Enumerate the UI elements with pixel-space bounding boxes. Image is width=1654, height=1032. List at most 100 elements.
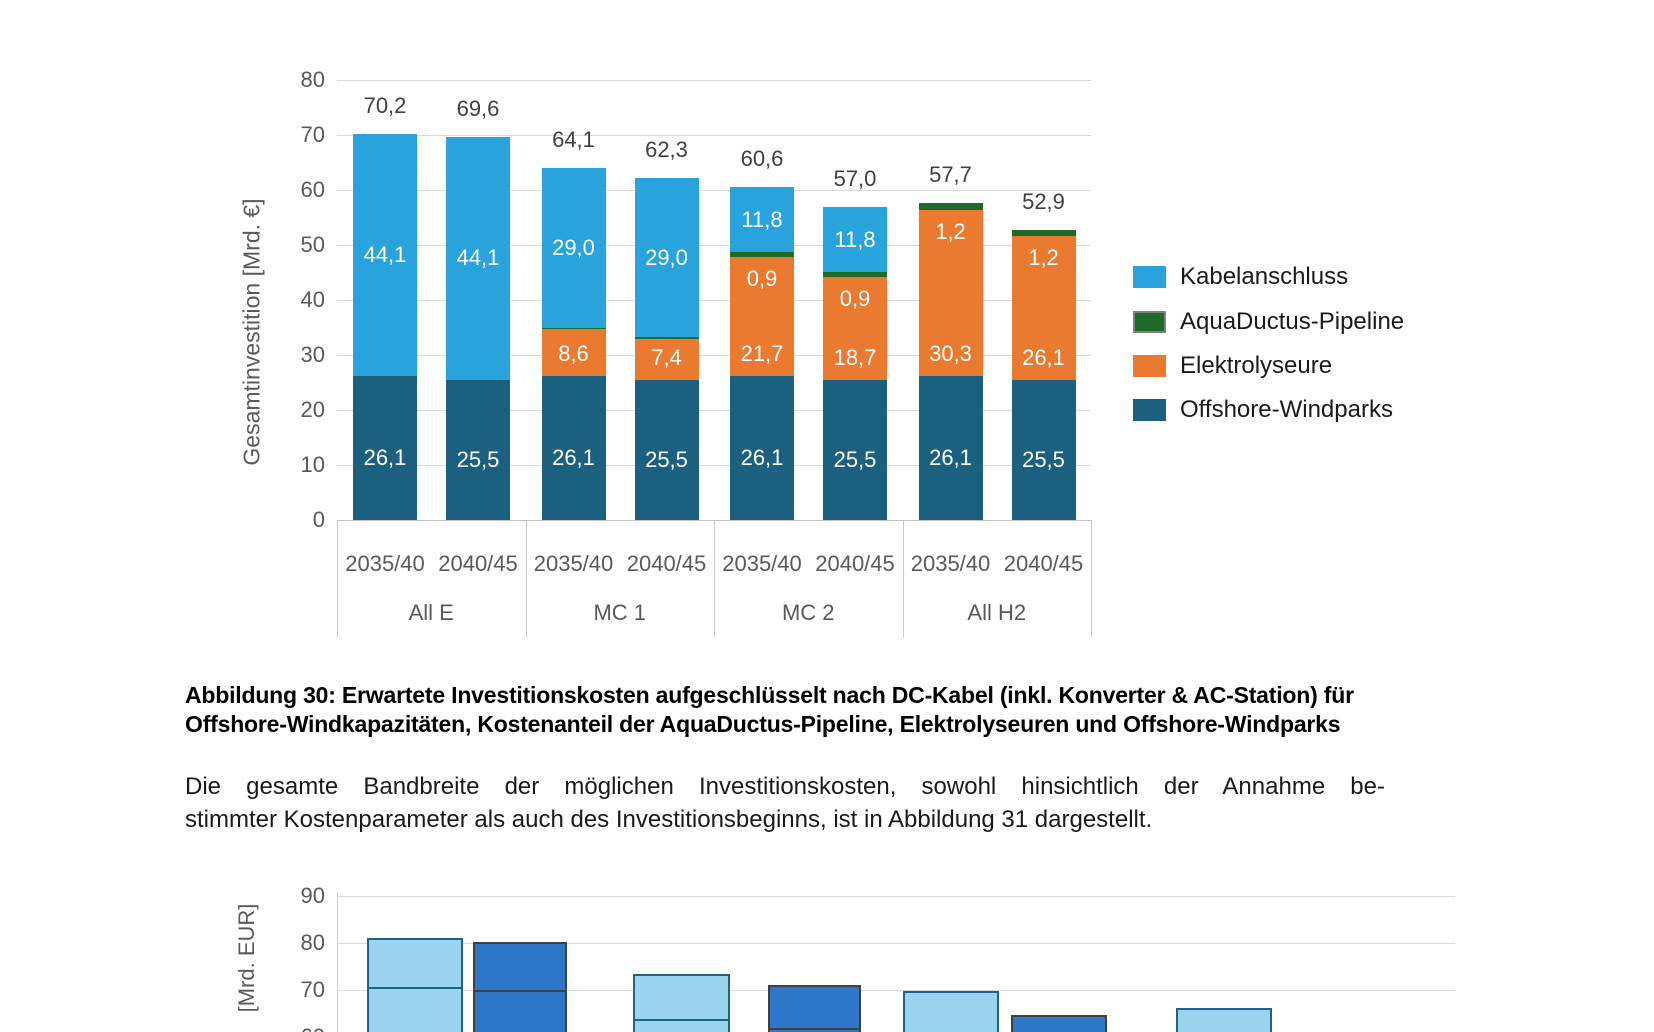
- gridline: [337, 245, 1091, 246]
- bar-segment-kabelanschluss: [634, 177, 699, 338]
- bar-segment-kabelanschluss: [353, 133, 417, 377]
- y-tick-label: 50: [300, 232, 325, 257]
- group-separator: [902, 520, 904, 637]
- bar-segment-kabelanschluss: [541, 168, 606, 328]
- x-tick-label: 2040/45: [815, 551, 895, 576]
- gridline: [337, 190, 1091, 191]
- y-tick-label: 30: [300, 342, 325, 367]
- segment-value-label: 0,9: [839, 285, 871, 311]
- median-line: [369, 986, 461, 989]
- bar-total-label: 62,3: [645, 136, 688, 162]
- segment-value-label: 8,6: [558, 341, 589, 367]
- segment-value-label: 30,3: [929, 341, 972, 367]
- range-box-light: [903, 991, 999, 1032]
- y-tick-label: 90: [300, 883, 325, 908]
- segment-value-label: 11,8: [741, 206, 783, 232]
- x-tick-label: 2040/45: [1003, 551, 1084, 576]
- segment-value-label: 25,5: [456, 446, 500, 472]
- bar-segment-offshore-windparks: [353, 376, 417, 520]
- figure-caption: Abbildung 30: Erwartete Investitionskost…: [185, 681, 1395, 739]
- y-tick-label: 70: [300, 122, 325, 147]
- group-separator: [525, 520, 527, 637]
- bar-segment-aquaductus-pipeline: [823, 271, 887, 277]
- segment-value-label: 25,5: [1022, 446, 1065, 472]
- gridline: [337, 80, 1091, 81]
- segment-value-label: 21,7: [740, 341, 784, 367]
- bar-segment-offshore-windparks: [823, 379, 887, 520]
- range-box-light: [633, 974, 730, 1032]
- gridline: [337, 990, 1455, 991]
- bar-segment-elektrolyseure: [730, 257, 794, 377]
- body-paragraph: Die gesamte Bandbreite der möglichen Inv…: [185, 770, 1385, 836]
- bar-segment-aquaductus-pipeline: [1011, 229, 1076, 237]
- bar-total-label: 57,7: [929, 162, 972, 188]
- range-box-dark: [768, 984, 861, 1032]
- y-tick-label: 80: [300, 67, 325, 92]
- bar-segment-aquaductus-pipeline: [918, 203, 983, 210]
- legend-swatch: [1133, 355, 1166, 377]
- segment-value-label: 1,2: [1028, 245, 1059, 271]
- bar-total-label: 52,9: [1022, 188, 1065, 214]
- y-tick-label: 70: [300, 977, 325, 1002]
- segment-value-label: 26,1: [740, 445, 784, 471]
- x-tick-label: 2040/45: [438, 551, 518, 576]
- y-axis-spine: [337, 892, 338, 1032]
- x-tick-label: 2035/40: [910, 551, 991, 576]
- bar-total-label: 57,0: [833, 166, 877, 192]
- bar-segment-aquaductus-pipeline: [541, 327, 606, 330]
- bar-total-label: 60,6: [740, 146, 784, 172]
- bar-segment-kabelanschluss: [823, 207, 887, 272]
- gridline: [337, 135, 1091, 136]
- gridline: [337, 943, 1455, 944]
- x-tick-label: 2040/45: [626, 551, 707, 576]
- caption-line: Abbildung 30: Erwartete Investitionskost…: [185, 682, 1354, 708]
- bar-segment-elektrolyseure: [634, 339, 699, 380]
- gridline: [337, 300, 1091, 301]
- range-box-dark: [1011, 1015, 1107, 1032]
- bar-segment-offshore-windparks: [446, 379, 510, 520]
- paragraph-line: stimmter Kostenparameter als auch des In…: [185, 806, 1153, 833]
- bar-segment-elektrolyseure: [823, 276, 887, 380]
- median-line: [635, 1019, 728, 1022]
- bar-segment-elektrolyseure: [918, 209, 983, 377]
- range-box-light: [367, 937, 463, 1032]
- y-tick-label: 60: [245, 1023, 325, 1032]
- median-line: [770, 1028, 859, 1030]
- range-box-dark: [473, 941, 567, 1032]
- segment-value-label: 0,9: [746, 266, 778, 292]
- group-label: MC 2: [781, 600, 835, 625]
- segment-value-label: 18,7: [833, 344, 877, 370]
- segment-value-label: 44,1: [456, 245, 500, 271]
- y-tick-label: 80: [300, 930, 325, 955]
- segment-value-label: 29,0: [552, 234, 595, 260]
- median-line: [475, 989, 565, 992]
- bar-segment-kabelanschluss: [446, 137, 510, 380]
- gridline: [337, 355, 1091, 356]
- bar-segment-offshore-windparks: [918, 376, 983, 520]
- bar-total-label: 69,6: [456, 96, 500, 122]
- segment-value-label: 26,1: [552, 445, 595, 471]
- gridline: [337, 896, 1455, 897]
- caption-line: Offshore-Windkapazitäten, Kostenanteil d…: [185, 711, 1341, 737]
- x-tick-label: 2035/40: [345, 551, 425, 576]
- bar-segment-kabelanschluss: [730, 187, 794, 253]
- y-tick-label: 40: [300, 287, 325, 312]
- range-box-light: [1176, 1007, 1272, 1032]
- x-tick-label: 2035/40: [722, 551, 802, 576]
- bar-segment-aquaductus-pipeline: [730, 252, 794, 258]
- bar-total-label: 70,2: [363, 92, 407, 118]
- legend-label: AquaDuctus-Pipeline: [1180, 308, 1405, 335]
- y-tick-label: 60: [300, 177, 325, 202]
- group-label: All H2: [967, 600, 1027, 625]
- bar-segment-offshore-windparks: [730, 376, 794, 520]
- legend-label: Elektrolyseure: [1180, 352, 1333, 379]
- segment-value-label: 26,1: [363, 445, 407, 471]
- legend-swatch: [1133, 311, 1166, 333]
- group-separator: [714, 520, 715, 637]
- segment-value-label: 26,1: [929, 445, 972, 471]
- y-tick-label: 20: [300, 397, 325, 422]
